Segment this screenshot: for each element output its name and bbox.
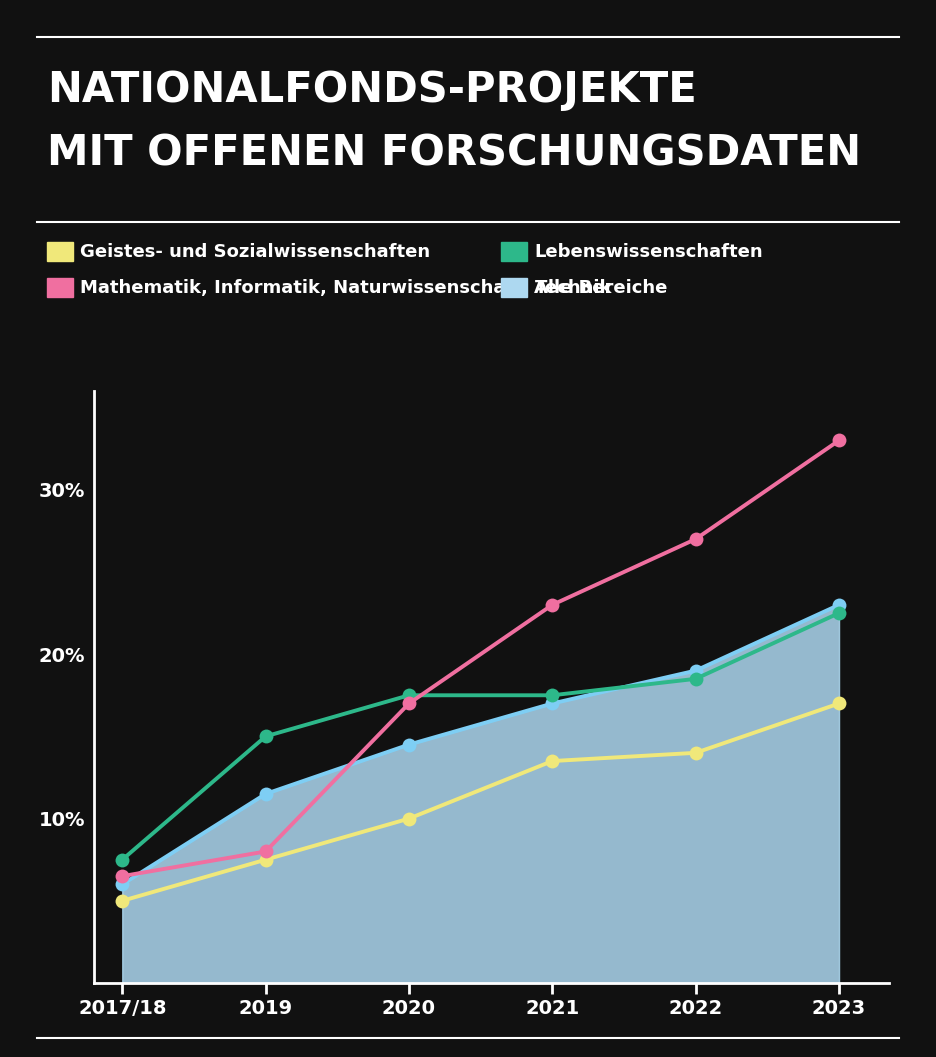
Text: Alle Bereiche: Alle Bereiche <box>534 278 667 297</box>
Text: MIT OFFENEN FORSCHUNGSDATEN: MIT OFFENEN FORSCHUNGSDATEN <box>47 132 861 174</box>
Text: Geistes- und Sozialwissenschaften: Geistes- und Sozialwissenschaften <box>80 242 431 261</box>
Text: NATIONALFONDS-PROJEKTE: NATIONALFONDS-PROJEKTE <box>47 69 696 111</box>
Text: Lebenswissenschaften: Lebenswissenschaften <box>534 242 763 261</box>
Text: Mathematik, Informatik, Naturwissenschaft, Technik: Mathematik, Informatik, Naturwissenschaf… <box>80 278 612 297</box>
